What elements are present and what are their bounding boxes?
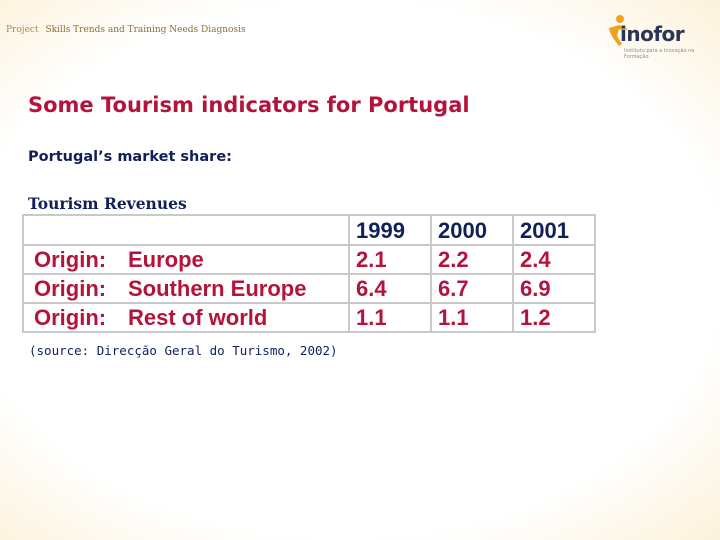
project-header: Project Skills Trends and Training Needs… xyxy=(6,25,246,35)
table-row: Origin: Southern Europe 6.4 6.7 6.9 xyxy=(22,273,596,304)
value-cell: 2.4 xyxy=(512,244,596,275)
slide-title: Some Tourism indicators for Portugal xyxy=(28,93,470,117)
region-cell: Rest of world xyxy=(126,302,350,333)
region-cell: Europe xyxy=(126,244,350,275)
header-blank-cell xyxy=(22,214,126,246)
value-cell: 1.1 xyxy=(430,302,514,333)
origin-label-cell: Origin: xyxy=(22,273,126,304)
header-blank-cell xyxy=(126,214,350,246)
logo-brand: inofor xyxy=(620,22,685,46)
inofor-logo: inofor Instituto para a Inovação na Form… xyxy=(606,14,706,66)
table-row: Origin: Rest of world 1.1 1.1 1.2 xyxy=(22,302,596,333)
table-header-row: 1999 2000 2001 xyxy=(22,214,596,246)
project-label: Project xyxy=(6,25,39,35)
origin-label-cell: Origin: xyxy=(22,244,126,275)
logo-tagline: Instituto para a Inovação na Formação xyxy=(624,48,695,60)
runner-figure-icon xyxy=(609,15,628,46)
table-title: Tourism Revenues xyxy=(28,194,187,213)
year-header-cell: 2000 xyxy=(430,214,514,246)
value-cell: 2.2 xyxy=(430,244,514,275)
source-note: (source: Direcção Geral do Turismo, 2002… xyxy=(29,343,338,358)
region-cell: Southern Europe xyxy=(126,273,350,304)
project-title: Skills Trends and Training Needs Diagnos… xyxy=(45,25,246,35)
tourism-revenues-table: 1999 2000 2001 Origin: Europe 2.1 2.2 2.… xyxy=(22,214,596,333)
value-cell: 6.9 xyxy=(512,273,596,304)
origin-label-cell: Origin: xyxy=(22,302,126,333)
value-cell: 1.1 xyxy=(348,302,432,333)
value-cell: 2.1 xyxy=(348,244,432,275)
value-cell: 6.4 xyxy=(348,273,432,304)
table-row: Origin: Europe 2.1 2.2 2.4 xyxy=(22,244,596,275)
year-header-cell: 1999 xyxy=(348,214,432,246)
slide-subtitle: Portugal’s market share: xyxy=(28,149,232,165)
value-cell: 1.2 xyxy=(512,302,596,333)
value-cell: 6.7 xyxy=(430,273,514,304)
year-header-cell: 2001 xyxy=(512,214,596,246)
